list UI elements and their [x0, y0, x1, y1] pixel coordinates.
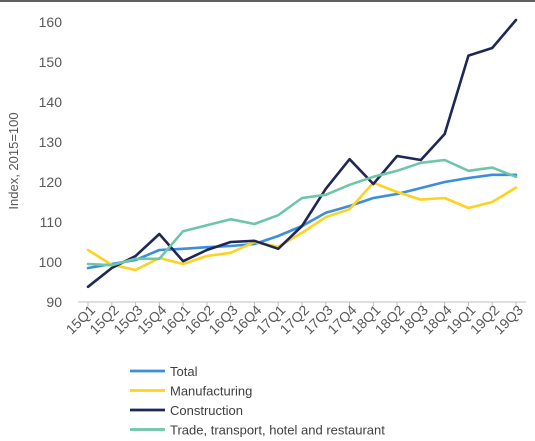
y-tick-labels: 90 100 110 120 130 140 150 160	[39, 14, 63, 310]
series-lines	[86, 18, 518, 289]
series-line-total	[86, 173, 518, 270]
y-tick-label: 150	[39, 54, 63, 70]
y-tick-label: 100	[39, 254, 63, 270]
legend-label: Manufacturing	[170, 384, 252, 399]
y-tick-label: 140	[39, 94, 63, 110]
x-tick-labels: 15Q115Q215Q315Q416Q116Q216Q316Q417Q117Q2…	[63, 302, 527, 338]
y-tick-label: 90	[46, 294, 62, 310]
series-line-trade-transport-hotel-and-restaurant	[86, 158, 518, 267]
y-axis-title: Index, 2015=100	[6, 112, 21, 209]
series-line-construction	[86, 18, 518, 289]
legend-label: Total	[170, 364, 198, 379]
y-tick-label: 120	[39, 174, 63, 190]
y-tick-label: 110	[40, 214, 63, 230]
legend: Total Manufacturing Construction Trade, tra…	[130, 364, 385, 438]
legend-label: Trade, transport, hotel and restaurant	[170, 423, 385, 438]
y-tick-label: 160	[39, 14, 63, 30]
y-tick-label: 130	[39, 134, 63, 150]
legend-label: Construction	[170, 403, 243, 418]
